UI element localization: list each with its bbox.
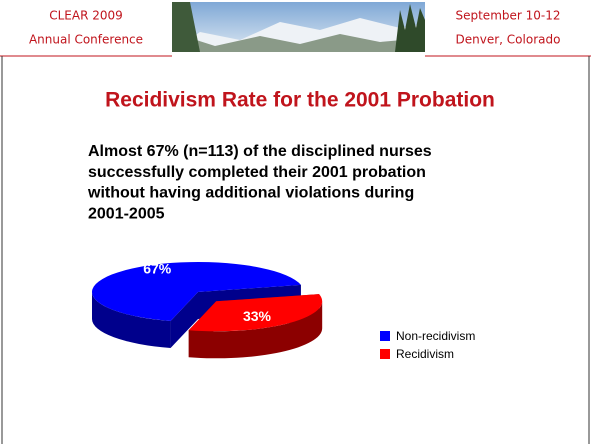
value-label: 33% [243, 308, 272, 324]
value-label: 67% [143, 261, 172, 277]
body-text: Almost 67% (n=113) of the disciplined nu… [87, 143, 432, 222]
body-line: 2001-2005 [88, 205, 165, 222]
legend-label: Recidivism [396, 347, 454, 361]
header-right: September 10-12 [455, 9, 560, 23]
body-line: without having additional violations dur… [87, 185, 414, 202]
header-left: Annual Conference [29, 33, 143, 47]
body-line: successfully completed their 2001 probat… [88, 164, 426, 181]
pie-side [188, 301, 323, 359]
legend-swatch [380, 331, 390, 341]
pie-slice [92, 262, 301, 321]
legend: Non-recidivism Recidivism [380, 329, 475, 361]
legend-swatch [380, 349, 390, 359]
header-left: CLEAR 2009 [49, 9, 123, 23]
header-right: Denver, Colorado [456, 33, 561, 47]
header-image [172, 2, 425, 52]
pie-side [170, 292, 198, 348]
legend-label: Non-recidivism [396, 329, 475, 343]
body-line: Almost 67% (n=113) of the disciplined nu… [88, 143, 432, 160]
pie-side [92, 292, 171, 348]
chart-title: Recidivism Rate for the 2001 Probation [105, 89, 495, 112]
pie-slice [188, 294, 323, 332]
pie: 67% 33% [92, 261, 323, 359]
